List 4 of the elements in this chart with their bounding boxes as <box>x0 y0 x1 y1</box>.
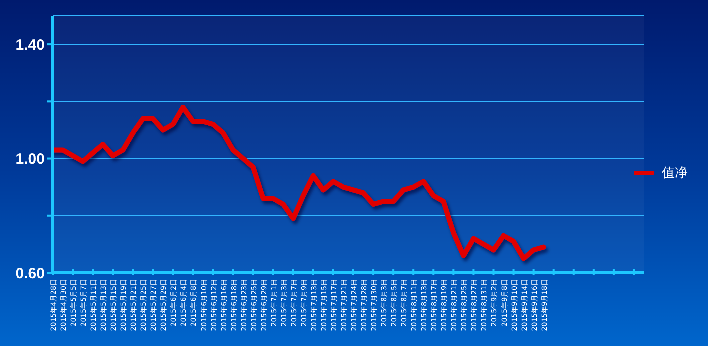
y-tick-label: 1.00 <box>16 151 45 168</box>
y-tick-label: 0.60 <box>16 265 45 282</box>
legend-label: 值净 <box>662 165 688 182</box>
y-tick-label: 1.40 <box>16 36 45 54</box>
